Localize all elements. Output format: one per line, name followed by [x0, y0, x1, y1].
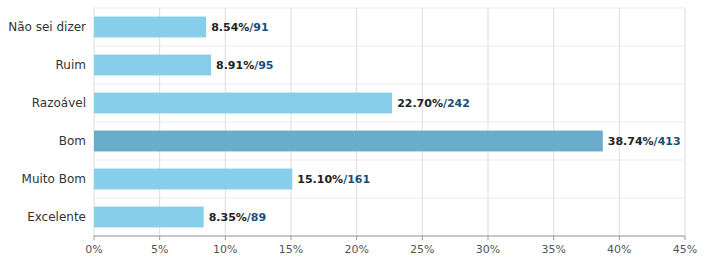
x-tick — [291, 236, 292, 240]
value-label: 38.74% — [608, 135, 654, 148]
category-label: Bom — [59, 134, 86, 148]
band-separator — [94, 84, 685, 85]
band-separator — [94, 122, 685, 123]
count-label: /95 — [254, 59, 273, 72]
value-label: 15.10% — [297, 173, 343, 186]
grid — [94, 8, 685, 236]
x-tick — [553, 236, 554, 240]
count-label: /89 — [247, 211, 266, 224]
x-tick — [488, 236, 489, 240]
x-tick-label: 15% — [279, 243, 303, 256]
count-label: /91 — [249, 21, 268, 34]
value-label: 8.35% — [209, 211, 247, 224]
x-tick — [422, 236, 423, 240]
bar — [94, 17, 206, 38]
grid-line — [422, 8, 423, 236]
bars — [94, 17, 603, 228]
grid-line — [94, 8, 95, 236]
x-tick — [356, 236, 357, 240]
bar — [94, 131, 603, 152]
x-tick-label: 40% — [607, 243, 631, 256]
data-label: 22.70%/242 — [397, 97, 470, 110]
bar — [94, 207, 204, 228]
x-tick — [225, 236, 226, 240]
data-label: 8.91%/95 — [216, 59, 274, 72]
x-tick-label: 45% — [673, 243, 697, 256]
chart-svg: 0% 5% 10% 15% 20% 25% 30% 35% 40% 45% Excelente Mui… — [0, 0, 709, 264]
category-label: Razoável — [32, 96, 86, 110]
x-tick — [685, 236, 686, 240]
x-tick — [619, 236, 620, 240]
x-tick-label: 20% — [344, 243, 368, 256]
band-separator — [94, 8, 685, 9]
band-separator — [94, 160, 685, 161]
category-label: Não sei dizer — [8, 20, 86, 34]
count-label: /413 — [654, 135, 681, 148]
grid-line — [685, 8, 686, 236]
data-label: 15.10%/161 — [297, 173, 370, 186]
category-label: Muito Bom — [22, 172, 86, 186]
grid-line — [488, 8, 489, 236]
band-separator — [94, 236, 685, 237]
bar — [94, 55, 211, 76]
grid-line — [225, 8, 226, 236]
x-tick-label: 10% — [213, 243, 237, 256]
x-tick — [159, 236, 160, 240]
bar — [94, 93, 392, 114]
data-labels: 8.35%/89 15.10%/161 38.74%/413 22.70%/242 8.… — [209, 21, 681, 224]
x-axis-line — [94, 236, 685, 237]
count-label: /242 — [443, 97, 470, 110]
x-axis: 0% 5% 10% 15% 20% 25% 30% 35% 40% 45% — [85, 236, 697, 256]
data-label: 38.74%/413 — [608, 135, 681, 148]
grid-line — [356, 8, 357, 236]
grid-line — [159, 8, 160, 236]
x-tick-label: 30% — [476, 243, 500, 256]
count-label: /161 — [343, 173, 370, 186]
category-label: Ruim — [56, 58, 86, 72]
value-label: 8.54% — [211, 21, 249, 34]
x-tick-label: 0% — [85, 243, 102, 256]
x-tick-label: 35% — [541, 243, 565, 256]
x-tick-label: 25% — [410, 243, 434, 256]
grid-line — [291, 8, 292, 236]
data-label: 8.54%/91 — [211, 21, 269, 34]
value-label: 8.91% — [216, 59, 254, 72]
grid-line — [553, 8, 554, 236]
category-label: Excelente — [27, 210, 86, 224]
bar — [94, 169, 292, 190]
band-separator — [94, 46, 685, 47]
value-label: 22.70% — [397, 97, 443, 110]
x-tick-label: 5% — [151, 243, 168, 256]
x-tick — [94, 236, 95, 240]
grid-line — [619, 8, 620, 236]
chart-container: 0% 5% 10% 15% 20% 25% 30% 35% 40% 45% Excelente Mui… — [0, 0, 709, 264]
y-axis: Excelente Muito Bom Bom Razoável Ruim Não sei… — [8, 20, 86, 224]
band-separator — [94, 198, 685, 199]
data-label: 8.35%/89 — [209, 211, 267, 224]
